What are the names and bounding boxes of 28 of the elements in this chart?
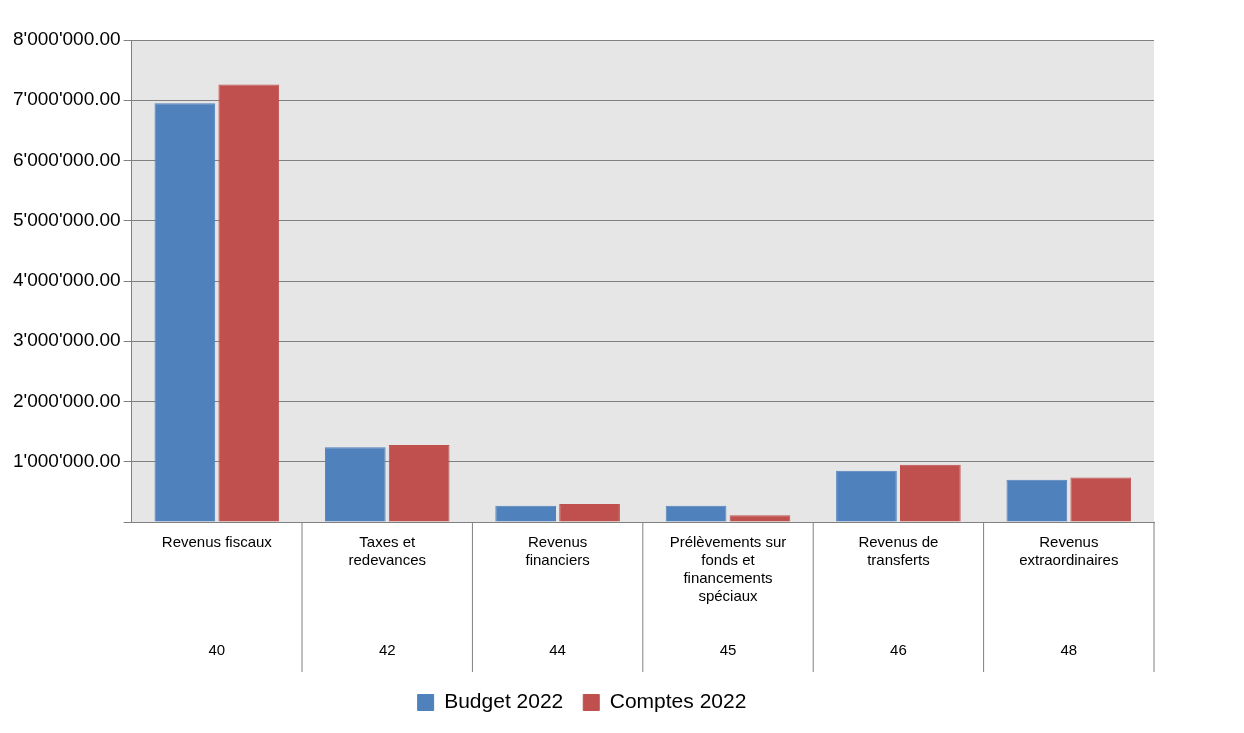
y-tick-label: 2'000'000.00 [13,389,121,411]
category-label: Revenus financiers 44 [525,533,590,659]
y-tick-label: 1'000'000.00 [13,449,121,471]
bar [665,505,727,522]
category-label: Revenus de transferts 46 [858,533,939,659]
bar [154,103,216,522]
legend-label: Comptes 2022 [609,689,747,713]
bar [559,503,620,522]
legend-label: Budget 2022 [444,689,564,713]
y-tick-label: 3'000'000.00 [13,329,121,351]
bar [1070,477,1132,522]
y-tick-label: 4'000'000.00 [13,269,121,291]
bar [388,444,450,522]
y-tick-label: 5'000'000.00 [13,208,121,230]
category-label: Revenus fiscaux 40 [161,533,272,659]
bar [218,84,280,522]
bar [1006,479,1068,522]
bar [324,447,386,522]
y-tick-label: 8'000'000.00 [13,28,121,50]
category-label: Taxes et redevances 42 [348,533,427,659]
category-label: Prélèvements sur fonds et financements spéciaux 45 [669,533,787,659]
y-tick-label: 7'000'000.00 [13,88,121,110]
category-label: Revenus extraordinaires 48 [1019,533,1119,659]
bar [729,515,791,522]
bar [900,464,961,522]
bar [495,505,557,522]
bar [836,470,897,522]
y-tick-label: 6'000'000.00 [13,148,121,170]
